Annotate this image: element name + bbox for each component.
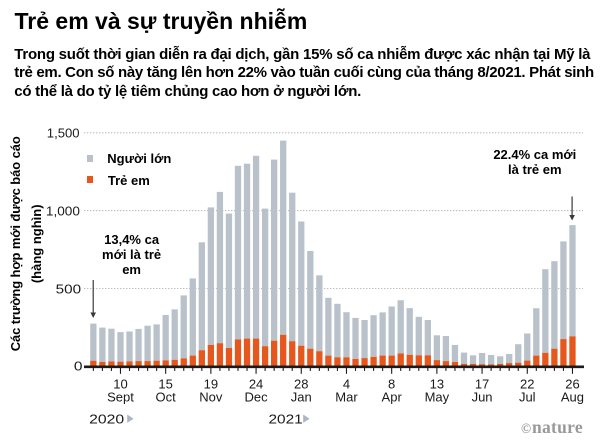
svg-text:Aug: Aug xyxy=(561,390,584,405)
svg-text:4: 4 xyxy=(343,376,350,391)
svg-text:26: 26 xyxy=(565,376,579,391)
svg-text:May: May xyxy=(425,390,450,405)
svg-text:10: 10 xyxy=(113,376,127,391)
svg-text:1,500: 1,500 xyxy=(47,125,80,140)
svg-text:Jul: Jul xyxy=(519,390,536,405)
svg-text:15: 15 xyxy=(158,376,172,391)
svg-text:Apr: Apr xyxy=(382,390,403,405)
svg-text:1,000: 1,000 xyxy=(46,204,80,219)
svg-text:Sept: Sept xyxy=(107,390,134,405)
svg-text:(hàng nghìn): (hàng nghìn) xyxy=(29,204,44,283)
svg-text:17: 17 xyxy=(475,376,489,391)
svg-text:Nov: Nov xyxy=(199,390,223,405)
svg-text:28: 28 xyxy=(294,376,308,391)
svg-text:2021: 2021 xyxy=(269,411,303,426)
svg-text:Các trường hợp mới được báo cá: Các trường hợp mới được báo cáo xyxy=(8,136,23,351)
svg-text:2020: 2020 xyxy=(89,411,124,426)
svg-text:Mar: Mar xyxy=(335,390,358,405)
svg-text:13: 13 xyxy=(430,376,444,391)
svg-text:0: 0 xyxy=(74,359,83,374)
svg-text:Jan: Jan xyxy=(291,390,312,405)
svg-text:19: 19 xyxy=(204,376,218,391)
svg-text:Jun: Jun xyxy=(472,390,493,405)
svg-text:Dec: Dec xyxy=(245,390,269,405)
svg-text:8: 8 xyxy=(388,376,395,391)
svg-text:22: 22 xyxy=(520,376,534,391)
svg-text:500: 500 xyxy=(56,282,81,297)
svg-text:Oct: Oct xyxy=(156,390,177,405)
svg-text:24: 24 xyxy=(249,376,263,391)
